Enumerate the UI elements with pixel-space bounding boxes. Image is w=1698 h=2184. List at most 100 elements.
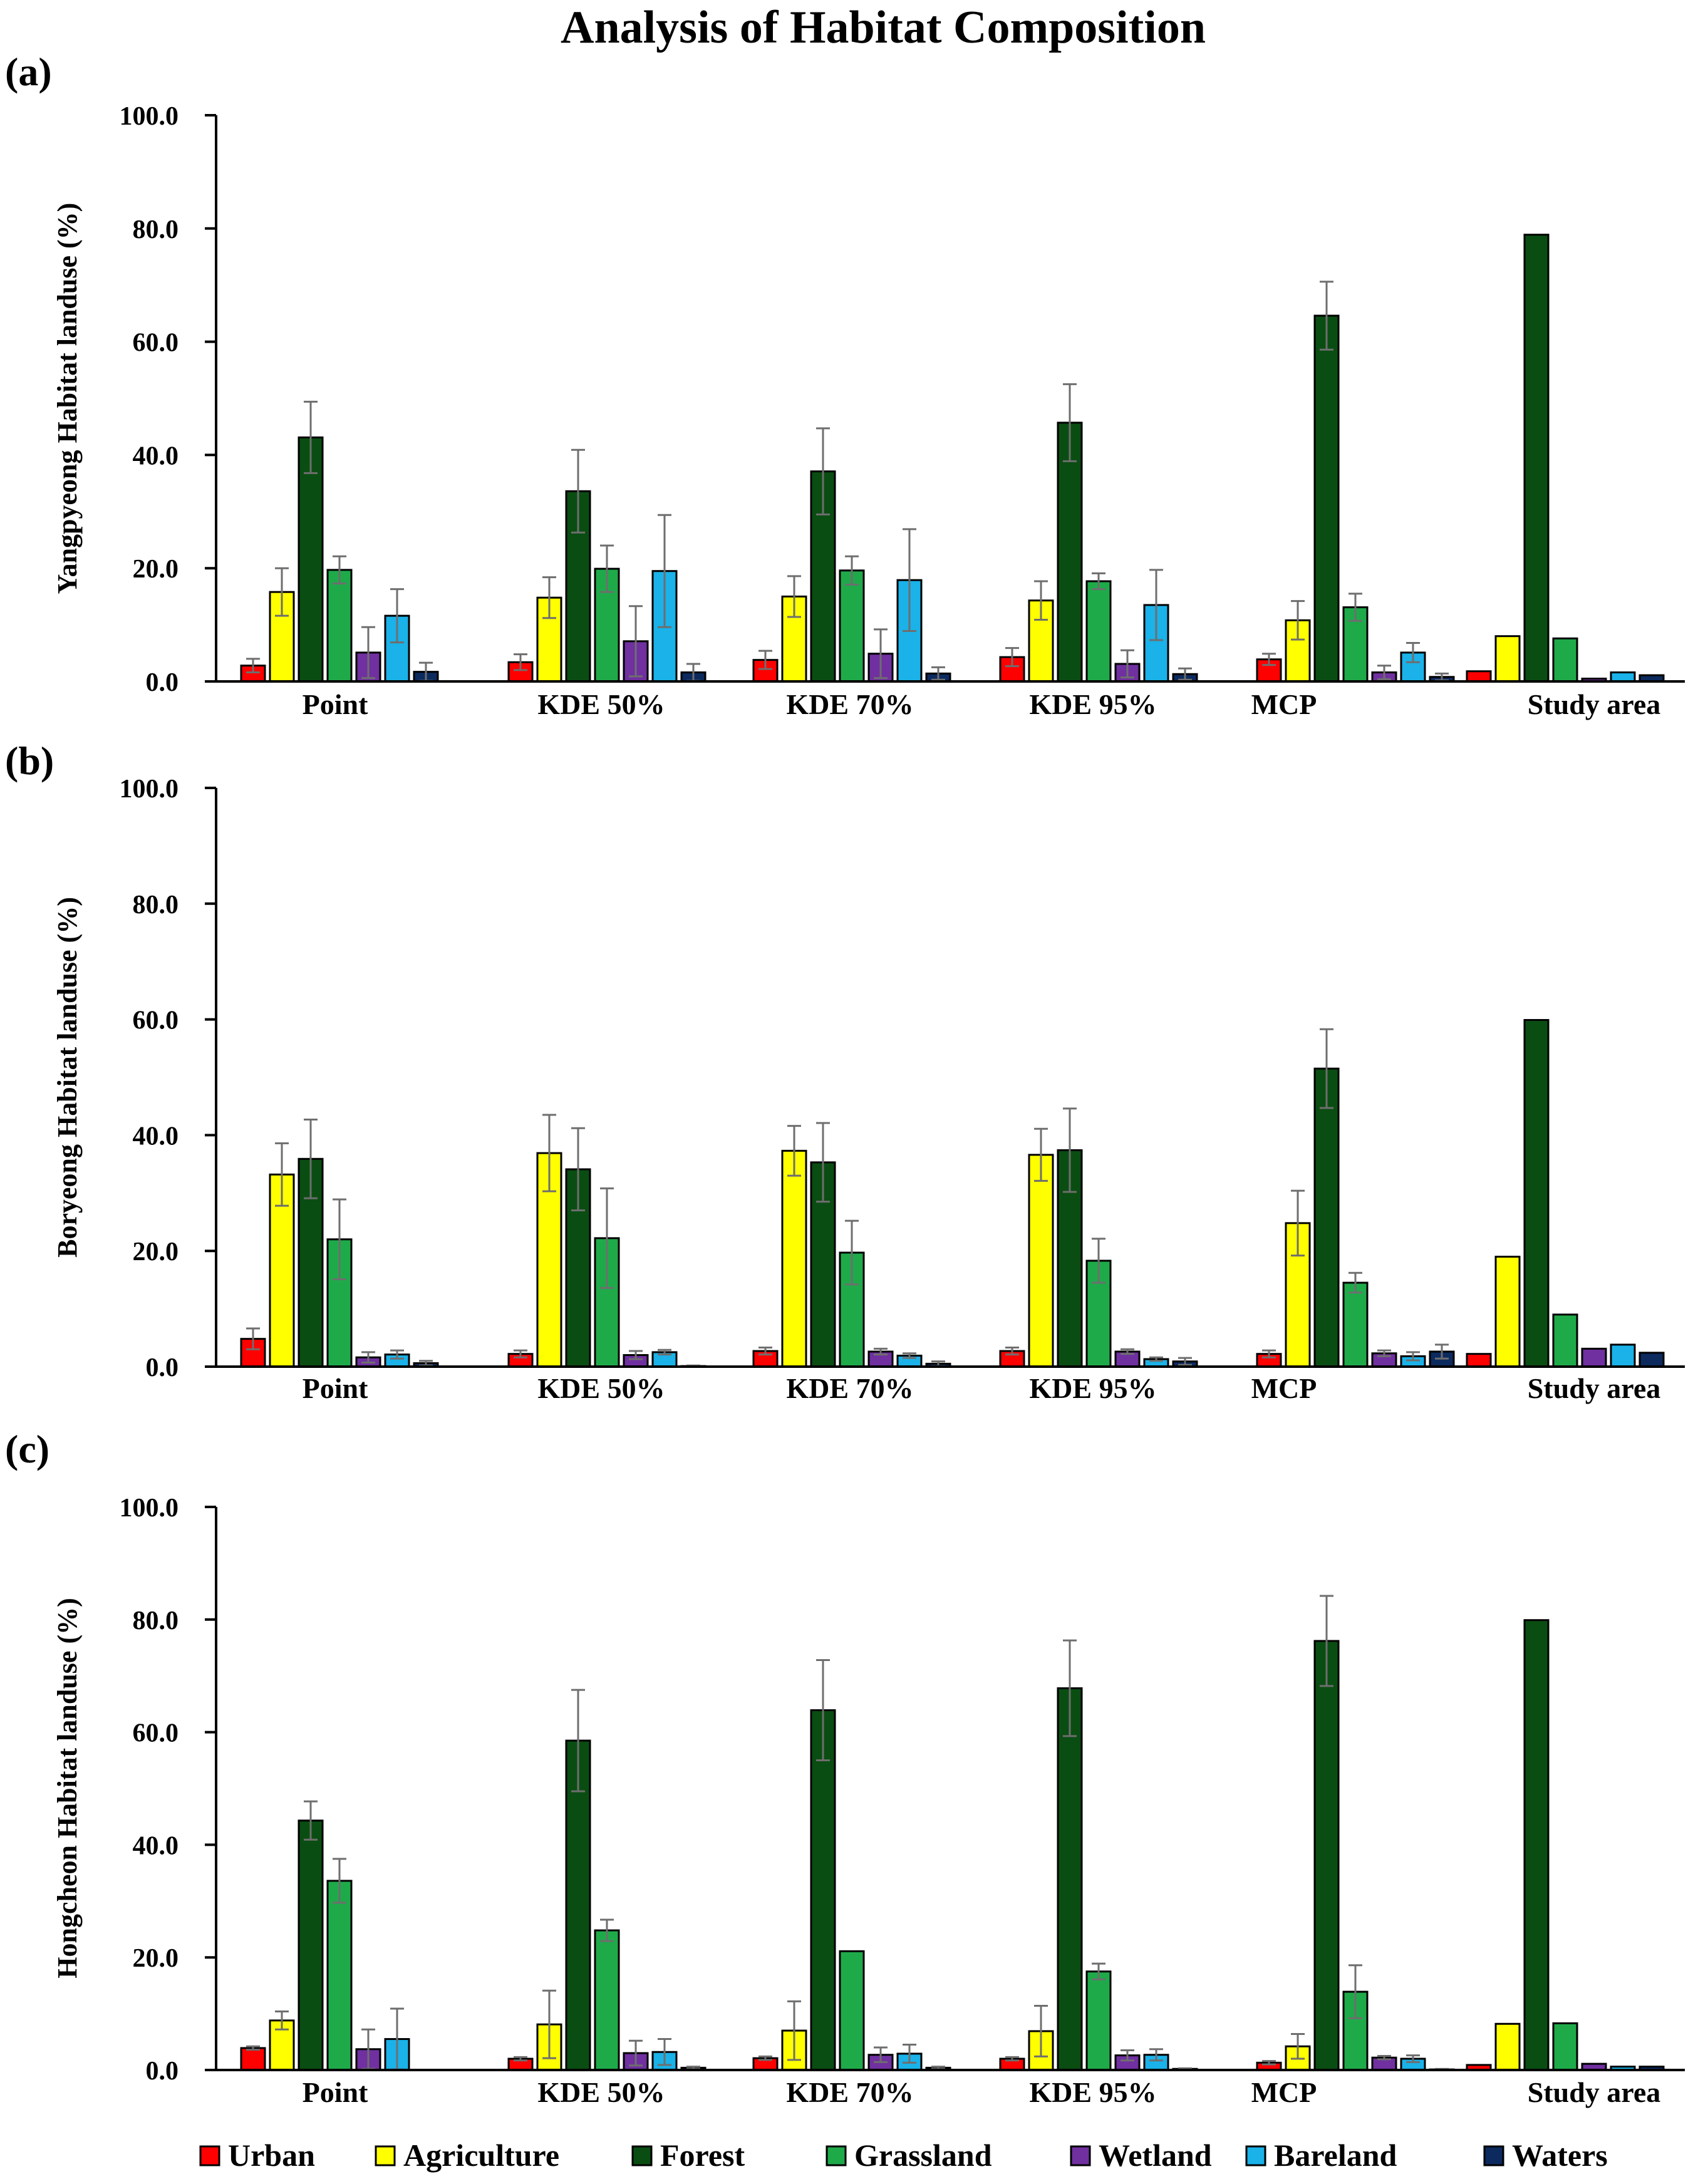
x-category-label: KDE 95% bbox=[1029, 688, 1156, 720]
error-bar-grassland-mcp bbox=[1349, 1964, 1362, 2019]
y-axis-label: Hongcheon Habitat landuse (%) bbox=[52, 1598, 83, 1979]
x-category-label: MCP bbox=[1251, 1372, 1317, 1404]
error-bar-agriculture-kde-95 bbox=[1034, 1127, 1048, 1182]
x-category-label: KDE 70% bbox=[786, 2076, 913, 2108]
y-axis-label: Boryeong Habitat landuse (%) bbox=[52, 897, 83, 1258]
error-bar-grassland-kde-70 bbox=[845, 1219, 859, 1286]
group-kde-70: KDE 70% bbox=[752, 427, 951, 720]
y-axis-label: Yangpyeong Habitat landuse (%) bbox=[52, 203, 83, 594]
x-category-label: Point bbox=[303, 2076, 368, 2108]
y-tick-label: 20.0 bbox=[133, 1944, 179, 1973]
y-tick-label: 80.0 bbox=[133, 891, 179, 919]
error-bar-agriculture-kde-50 bbox=[542, 1114, 556, 1193]
error-bar-grassland-kde-50 bbox=[600, 544, 614, 593]
error-bar-bareland-mcp bbox=[1406, 1351, 1420, 1362]
y-tick-label: 0.0 bbox=[146, 1353, 179, 1382]
y-tick-label: 40.0 bbox=[133, 1831, 179, 1860]
bar-grassland-kde-50 bbox=[594, 1929, 620, 2071]
error-bar-agriculture-mcp bbox=[1291, 600, 1305, 641]
error-bar-urban-point bbox=[246, 658, 260, 674]
y-tick-label: 100.0 bbox=[120, 1494, 179, 1523]
bar-grassland-study-area bbox=[1552, 2022, 1578, 2071]
y-tick-label: 40.0 bbox=[133, 1122, 179, 1151]
error-bar-forest-point bbox=[304, 1800, 318, 1841]
bar-grassland-kde-70 bbox=[839, 569, 865, 683]
y-tick-label: 60.0 bbox=[133, 1719, 179, 1748]
error-bar-urban-mcp bbox=[1262, 1349, 1276, 1359]
error-bar-bareland-kde-50 bbox=[658, 1348, 671, 1356]
x-category-label: KDE 70% bbox=[786, 688, 913, 720]
legend-swatch bbox=[1245, 2145, 1266, 2166]
error-bar-urban-kde-95 bbox=[1005, 1347, 1019, 1356]
error-bar-bareland-point bbox=[390, 588, 404, 644]
legend-item-agriculture: Agriculture bbox=[375, 2138, 559, 2173]
y-tick-label: 100.0 bbox=[120, 775, 179, 804]
x-category-label: MCP bbox=[1251, 2076, 1317, 2108]
legend-swatch bbox=[1483, 2145, 1504, 2166]
error-bar-waters-kde-95 bbox=[1178, 1357, 1192, 1366]
error-bar-agriculture-kde-50 bbox=[542, 1989, 556, 2059]
bar-grassland-mcp bbox=[1342, 1281, 1369, 1368]
bar-bareland-study-area bbox=[1610, 1343, 1636, 1368]
error-bar-forest-kde-50 bbox=[571, 1689, 585, 1793]
error-bar-wetland-kde-70 bbox=[874, 1347, 888, 1356]
error-bar-bareland-kde-70 bbox=[903, 1352, 916, 1359]
bar-forest-kde-50 bbox=[565, 1739, 591, 2071]
error-bar-wetland-kde-50 bbox=[629, 605, 643, 678]
x-category-label: KDE 50% bbox=[537, 1372, 665, 1404]
legend-item-bareland: Bareland bbox=[1245, 2138, 1397, 2173]
x-category-label: Study area bbox=[1528, 688, 1661, 720]
error-bar-grassland-kde-50 bbox=[600, 1187, 614, 1289]
error-bar-agriculture-mcp bbox=[1291, 1189, 1305, 1257]
legend-label: Bareland bbox=[1274, 2138, 1397, 2173]
legend-swatch bbox=[631, 2145, 653, 2166]
error-bar-forest-kde-50 bbox=[571, 1127, 585, 1212]
chart-panels: (a) 0.0 20.0 40.0 60.0 80.0 100.0 Yangpyeong Ha… bbox=[5, 49, 1685, 2108]
bar-forest-point bbox=[298, 1819, 324, 2071]
error-bar-urban-mcp bbox=[1262, 653, 1276, 666]
legend-label: Forest bbox=[660, 2138, 745, 2173]
x-category-label: Point bbox=[303, 688, 368, 720]
error-bar-forest-mcp bbox=[1320, 1595, 1333, 1687]
bar-urban-point bbox=[240, 2047, 266, 2071]
y-tick-label: 80.0 bbox=[133, 215, 179, 244]
bar-grassland-point bbox=[326, 569, 353, 683]
error-bar-urban-point bbox=[246, 2045, 260, 2051]
error-bar-grassland-point bbox=[333, 1858, 346, 1904]
group-kde-95: KDE 95% bbox=[999, 1107, 1198, 1404]
error-bar-bareland-kde-95 bbox=[1149, 2048, 1163, 2062]
bar-agriculture-kde-95 bbox=[1028, 1154, 1054, 1368]
error-bar-wetland-mcp bbox=[1377, 1349, 1391, 1357]
legend-item-urban: Urban bbox=[199, 2138, 315, 2173]
bar-wetland-study-area bbox=[1581, 1347, 1607, 1368]
error-bar-urban-mcp bbox=[1262, 2060, 1276, 2066]
error-bar-urban-kde-50 bbox=[514, 653, 527, 671]
error-bar-bareland-kde-50 bbox=[658, 2038, 671, 2066]
bar-forest-study-area bbox=[1523, 1619, 1550, 2071]
error-bar-urban-kde-95 bbox=[1005, 647, 1019, 668]
bar-agriculture-study-area bbox=[1494, 635, 1521, 683]
x-category-label: Study area bbox=[1528, 2076, 1661, 2108]
bar-grassland-kde-95 bbox=[1085, 1970, 1112, 2071]
error-bar-waters-kde-95 bbox=[1178, 667, 1192, 681]
error-bar-agriculture-point bbox=[275, 1142, 289, 1207]
group-study-area: Study area bbox=[1466, 1619, 1665, 2108]
error-bar-forest-kde-95 bbox=[1063, 1639, 1077, 1737]
bar-urban-study-area bbox=[1466, 1353, 1492, 1368]
bar-grassland-study-area bbox=[1552, 637, 1578, 683]
error-bar-bareland-mcp bbox=[1406, 2054, 1420, 2063]
error-bar-forest-point bbox=[304, 400, 318, 474]
error-bar-forest-kde-70 bbox=[816, 1122, 830, 1203]
y-tick-label: 100.0 bbox=[120, 102, 179, 131]
x-category-label: KDE 70% bbox=[786, 1372, 913, 1404]
error-bar-forest-point bbox=[304, 1118, 318, 1199]
legend-label: Wetland bbox=[1099, 2138, 1212, 2173]
group-kde-50: KDE 50% bbox=[507, 1689, 707, 2108]
bar-agriculture-kde-70 bbox=[781, 595, 807, 683]
bar-forest-mcp bbox=[1313, 314, 1340, 683]
error-bar-grassland-kde-95 bbox=[1092, 1238, 1105, 1284]
error-bar-urban-kde-70 bbox=[758, 650, 772, 670]
error-bar-forest-kde-95 bbox=[1063, 1107, 1077, 1193]
group-mcp: MCP bbox=[1251, 1028, 1455, 1404]
error-bar-bareland-kde-70 bbox=[903, 528, 916, 633]
